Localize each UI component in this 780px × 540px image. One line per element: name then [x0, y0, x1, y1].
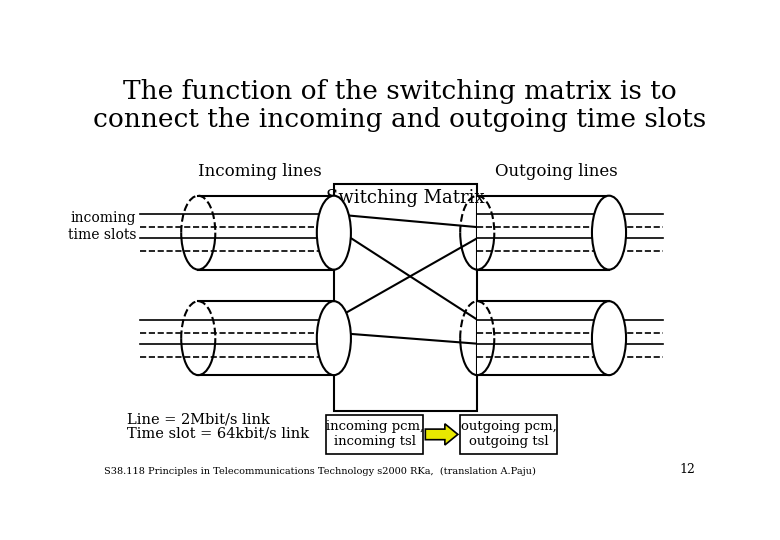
Text: incoming pcm,
incoming tsl: incoming pcm, incoming tsl [325, 421, 424, 448]
Text: Time slot = 64kbit/s link: Time slot = 64kbit/s link [127, 427, 309, 441]
Ellipse shape [317, 301, 351, 375]
Ellipse shape [592, 195, 626, 269]
Text: The function of the switching matrix is to: The function of the switching matrix is … [123, 79, 676, 104]
Ellipse shape [317, 195, 351, 269]
Text: 12: 12 [680, 463, 696, 476]
Ellipse shape [592, 301, 626, 375]
Bar [326, 415, 423, 454]
Text: connect the incoming and outgoing time slots: connect the incoming and outgoing time s… [93, 107, 707, 132]
Text: Switching Matrix: Switching Matrix [326, 189, 485, 207]
Text: Line = 2Mbit/s link: Line = 2Mbit/s link [127, 413, 270, 427]
Bar [198, 195, 334, 269]
Bar [334, 184, 477, 411]
Bar [477, 301, 609, 375]
Bar [477, 195, 609, 269]
Polygon shape [425, 424, 458, 445]
Text: outgoing pcm,
outgoing tsl: outgoing pcm, outgoing tsl [461, 421, 556, 448]
Bar [460, 415, 557, 454]
Text: Outgoing lines: Outgoing lines [495, 163, 618, 180]
Text: incoming
time slots: incoming time slots [68, 211, 136, 241]
Text: S38.118 Principles in Telecommunications Technology s2000 RKa,  (translation A.P: S38.118 Principles in Telecommunications… [104, 467, 536, 476]
Bar [198, 301, 334, 375]
Text: Incoming lines: Incoming lines [198, 163, 322, 180]
